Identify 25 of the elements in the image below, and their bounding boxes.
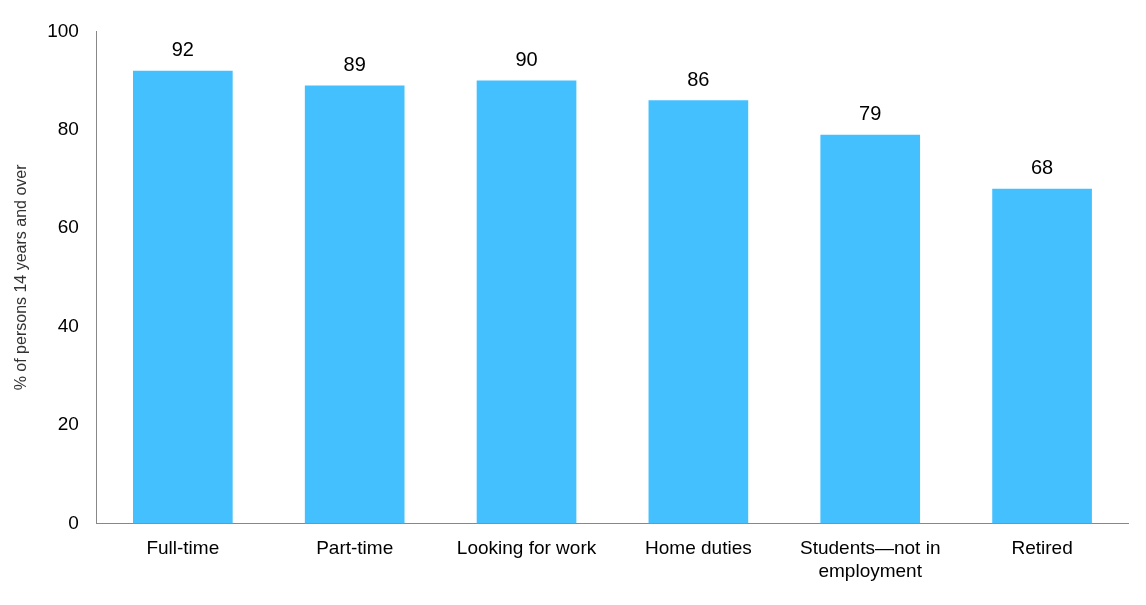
y-tick-label: 20	[57, 413, 79, 435]
y-tick-label: 40	[57, 314, 79, 336]
x-tick-label: Retired	[1011, 537, 1073, 559]
x-tick-label: Students—not in employment	[799, 537, 941, 581]
data-label: 68	[1030, 156, 1054, 179]
bar	[132, 70, 233, 524]
data-label: 79	[859, 102, 882, 125]
y-tick-label: 80	[57, 118, 79, 140]
y-tick-label: 0	[68, 511, 79, 533]
x-tick-label: Looking for work	[456, 537, 597, 559]
data-label: 89	[343, 53, 366, 76]
data-label: 90	[515, 48, 538, 71]
bar	[820, 134, 921, 524]
bar	[476, 80, 577, 524]
y-axis-title: % of persons 14 years and over	[12, 163, 30, 391]
data-label: 86	[687, 67, 710, 90]
x-tick-label: Full-time	[146, 537, 220, 559]
bar	[648, 100, 749, 524]
x-tick-label: Home duties	[645, 537, 752, 559]
y-tick-label: 60	[57, 216, 79, 238]
y-tick-label: 100	[47, 19, 79, 41]
x-tick-label: Part-time	[316, 537, 394, 559]
bar	[304, 85, 405, 524]
bar	[992, 188, 1092, 524]
data-label: 92	[171, 38, 194, 61]
